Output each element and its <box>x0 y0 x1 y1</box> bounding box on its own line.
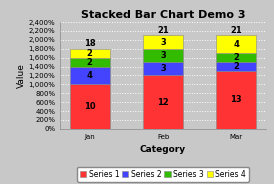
Text: 18: 18 <box>84 39 96 48</box>
Text: 13: 13 <box>230 95 242 104</box>
Text: 2: 2 <box>87 49 93 58</box>
Bar <box>143 36 183 49</box>
Bar <box>216 53 256 62</box>
Bar <box>70 58 110 67</box>
Bar <box>216 62 256 71</box>
Text: 2: 2 <box>87 58 93 67</box>
Bar <box>143 75 183 129</box>
Bar <box>216 71 256 129</box>
Text: 2: 2 <box>233 53 239 62</box>
Text: 21: 21 <box>157 26 169 35</box>
X-axis label: Category: Category <box>140 145 186 154</box>
Legend: Series 1, Series 2, Series 3, Series 4: Series 1, Series 2, Series 3, Series 4 <box>77 167 249 182</box>
Text: 4: 4 <box>233 40 239 49</box>
Bar <box>70 49 110 58</box>
Bar <box>143 62 183 75</box>
Bar <box>216 36 256 53</box>
Bar <box>70 67 110 84</box>
Y-axis label: Value: Value <box>17 63 26 88</box>
Text: 12: 12 <box>157 98 169 107</box>
Title: Stacked Bar Chart Demo 3: Stacked Bar Chart Demo 3 <box>81 10 245 20</box>
Text: 2: 2 <box>233 62 239 71</box>
Text: 3: 3 <box>160 51 166 60</box>
Text: 3: 3 <box>160 64 166 73</box>
Text: 10: 10 <box>84 102 96 111</box>
Text: 4: 4 <box>87 71 93 80</box>
Text: 21: 21 <box>230 26 242 35</box>
Text: 3: 3 <box>160 38 166 47</box>
Bar <box>70 84 110 129</box>
Bar <box>143 49 183 62</box>
